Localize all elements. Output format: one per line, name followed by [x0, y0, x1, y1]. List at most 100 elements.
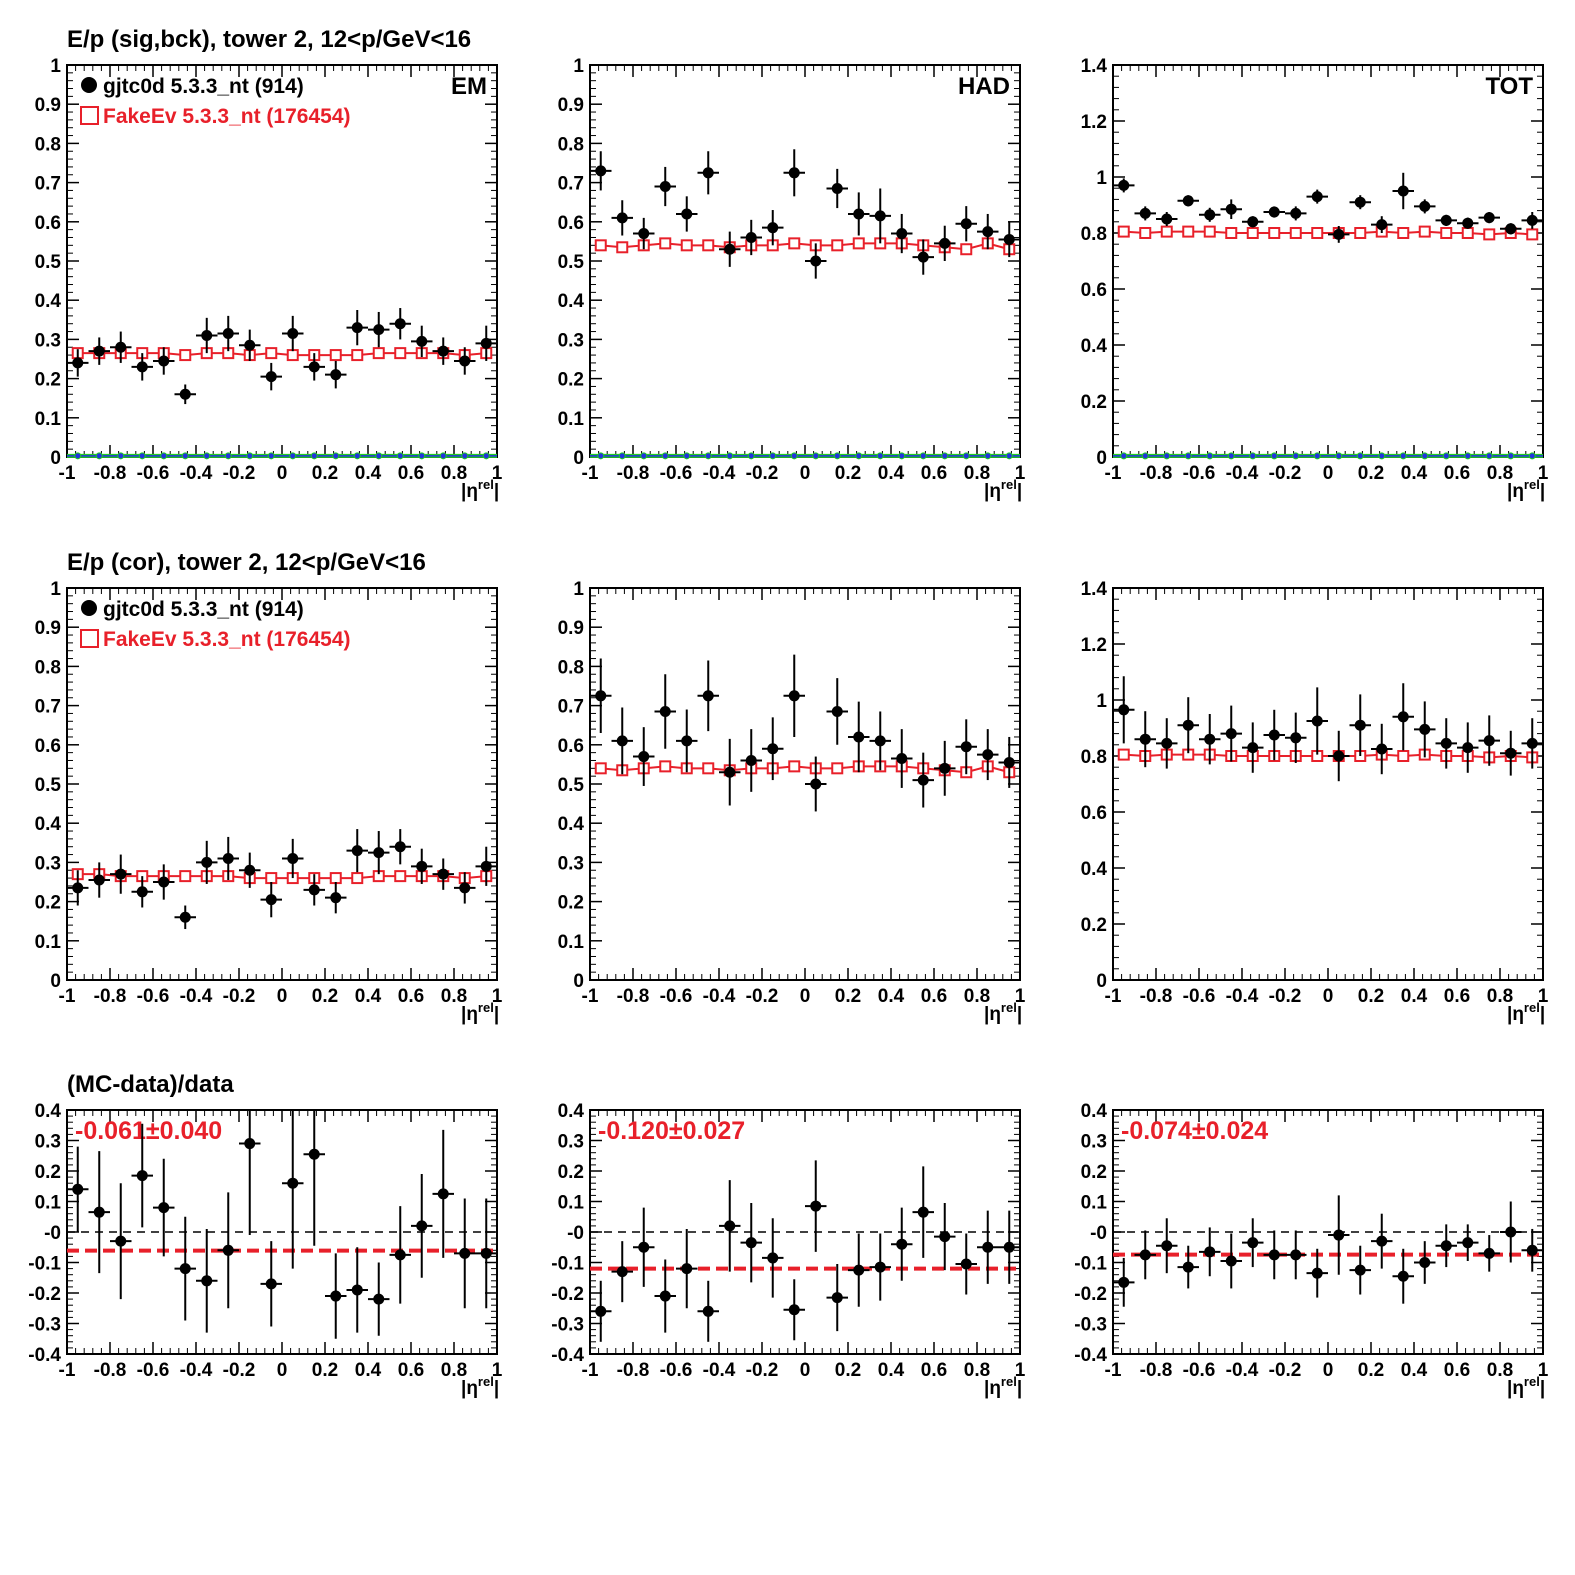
data-point — [1311, 715, 1323, 727]
x-tick-label: -0.2 — [223, 986, 256, 1007]
data-point — [1247, 1237, 1259, 1249]
y-tick-label: 0.1 — [558, 1193, 585, 1214]
mc-point — [788, 760, 801, 773]
data-point — [788, 1304, 800, 1316]
data-point — [1397, 711, 1409, 723]
data-point — [222, 328, 234, 340]
y-tick-label: 0.6 — [1081, 803, 1107, 824]
x-axis-label-main: |η — [461, 481, 478, 502]
x-tick-label: 0 — [277, 986, 288, 1007]
data-point — [373, 1293, 385, 1305]
x-axis-label-sup: rel — [1524, 1000, 1540, 1015]
mc-point — [329, 872, 342, 885]
y-tick-label: 1.4 — [1081, 56, 1108, 77]
data-point — [896, 1238, 908, 1250]
x-tick-label: 0.2 — [835, 463, 861, 484]
data-point — [810, 255, 822, 267]
data-point — [1354, 1264, 1366, 1276]
data-point — [960, 1258, 972, 1270]
data-point — [351, 1284, 363, 1296]
y-tick-label: 0.6 — [558, 736, 584, 757]
data-point — [939, 237, 951, 249]
data-point — [416, 860, 428, 872]
mc-point — [831, 762, 844, 775]
data-point — [1526, 1244, 1538, 1256]
y-tick-label: 0.9 — [558, 95, 584, 116]
data-point — [480, 1247, 492, 1259]
y-tick-label: 0.7 — [558, 174, 584, 195]
y-tick-label: -0 — [1090, 1223, 1107, 1244]
background-point — [1163, 452, 1171, 460]
x-tick-label: 0.6 — [921, 463, 947, 484]
data-point — [810, 1200, 822, 1212]
background-point — [117, 452, 125, 460]
data-point — [1161, 213, 1173, 225]
x-axis-label-main: |η — [984, 481, 1001, 502]
mc-point — [1268, 227, 1281, 239]
y-tick-label: 0.1 — [558, 409, 585, 430]
background-point — [95, 452, 103, 460]
data-point — [1225, 203, 1237, 215]
y-tick-label: 0.8 — [35, 657, 61, 678]
x-tick-label: -0.8 — [94, 463, 127, 484]
data-point — [638, 228, 650, 240]
mc-point — [680, 239, 693, 252]
y-tick-label: 1 — [573, 579, 584, 600]
background-point — [1507, 452, 1515, 460]
mc-point — [1483, 228, 1496, 241]
data-point — [724, 766, 736, 778]
y-tick-label: 0.6 — [35, 213, 61, 234]
data-point — [1311, 1267, 1323, 1279]
x-tick-label: -0.8 — [617, 463, 650, 484]
data-point — [1397, 185, 1409, 197]
x-tick-label: -1 — [59, 463, 76, 484]
legend-label-data: gjtc0d 5.3.3_nt (914) — [103, 598, 304, 621]
y-tick-label: 0.5 — [558, 252, 585, 273]
data-point — [1161, 737, 1173, 749]
background-point — [941, 452, 949, 460]
x-tick-label: 0.6 — [1444, 986, 1470, 1007]
y-tick-label: 0.4 — [558, 814, 585, 835]
x-tick-label: -0.6 — [660, 1360, 693, 1381]
data-point — [1182, 195, 1194, 207]
x-tick-label: 1 — [1538, 1360, 1549, 1381]
x-axis-label-end: | — [1540, 1004, 1545, 1025]
x-tick-label: -0.4 — [703, 1360, 736, 1381]
mc-point — [1440, 227, 1453, 239]
data-point — [1139, 733, 1151, 745]
x-tick-label: 0.2 — [835, 986, 861, 1007]
x-tick-label: -1 — [59, 986, 76, 1007]
background-point — [1141, 452, 1149, 460]
y-tick-label: -0.1 — [1074, 1254, 1107, 1275]
x-tick-label: 0 — [800, 986, 811, 1007]
x-axis-label-sup: rel — [1524, 1374, 1540, 1389]
x-tick-label: 1 — [1538, 986, 1549, 1007]
data-point — [437, 868, 449, 880]
y-tick-label: 0.3 — [1081, 1132, 1107, 1153]
data-point — [702, 690, 714, 702]
corner-label: HAD — [958, 73, 1010, 100]
x-tick-label: 0 — [1323, 463, 1334, 484]
x-axis-label-end: | — [1540, 481, 1545, 502]
y-tick-label: 0.5 — [558, 775, 585, 796]
data-point — [681, 1263, 693, 1275]
y-tick-label: -0.4 — [28, 1345, 61, 1366]
x-axis-label-end: | — [1017, 1378, 1022, 1399]
mc-point — [1160, 225, 1173, 238]
background-point — [1184, 452, 1192, 460]
data-point — [595, 1305, 607, 1317]
x-tick-label: 0 — [277, 463, 288, 484]
data-point — [788, 167, 800, 179]
y-tick-label: 0.7 — [35, 697, 61, 718]
data-point — [136, 361, 148, 373]
data-point — [745, 1237, 757, 1249]
mc-point — [1117, 225, 1130, 238]
x-axis-label-end: | — [1017, 1004, 1022, 1025]
x-tick-label: -1 — [1105, 986, 1122, 1007]
x-axis-label-main: |η — [1507, 481, 1524, 502]
mc-point — [1526, 228, 1539, 241]
data-point — [595, 690, 607, 702]
mc-point — [852, 237, 865, 250]
background-point — [418, 452, 426, 460]
x-tick-label: 0.4 — [878, 1360, 905, 1381]
